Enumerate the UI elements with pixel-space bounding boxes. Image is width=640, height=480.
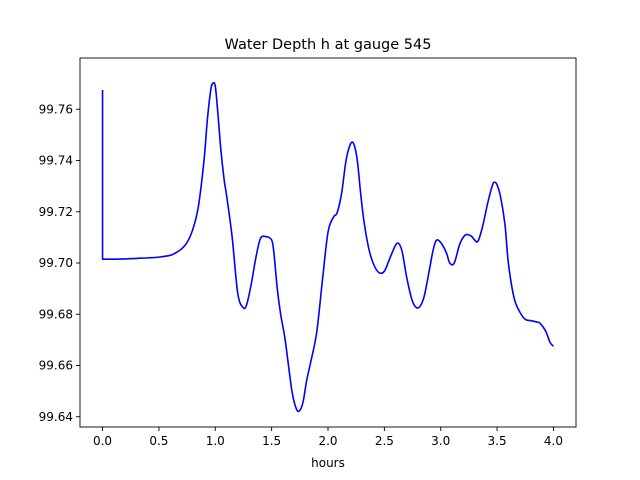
x-tick-label: 4.0 (544, 434, 563, 448)
y-tick-label: 99.76 (39, 102, 73, 116)
x-axis: 0.0 0.5 1.0 1.5 2.0 2.5 3.0 3.5 4.0 (93, 427, 563, 448)
y-axis: 99.64 99.66 99.68 99.70 99.72 99.74 99.76 (39, 102, 80, 424)
chart-title: Water Depth h at gauge 545 (225, 37, 432, 53)
x-tick-label: 3.5 (488, 434, 507, 448)
x-tick-label: 0.0 (93, 434, 112, 448)
x-tick-label: 2.5 (375, 434, 394, 448)
y-tick-label: 99.64 (39, 410, 73, 424)
x-axis-label: hours (311, 456, 345, 470)
x-tick-label: 0.5 (149, 434, 168, 448)
x-tick-label: 3.0 (431, 434, 450, 448)
x-tick-label: 1.5 (262, 434, 281, 448)
x-tick-label: 2.0 (318, 434, 337, 448)
y-tick-label: 99.68 (39, 307, 73, 321)
y-tick-label: 99.66 (39, 359, 73, 373)
y-tick-label: 99.74 (39, 154, 73, 168)
series-line (101, 81, 555, 413)
x-tick-label: 1.0 (206, 434, 225, 448)
series-layer (101, 81, 555, 413)
y-tick-label: 99.70 (39, 256, 73, 270)
y-tick-label: 99.72 (39, 205, 73, 219)
